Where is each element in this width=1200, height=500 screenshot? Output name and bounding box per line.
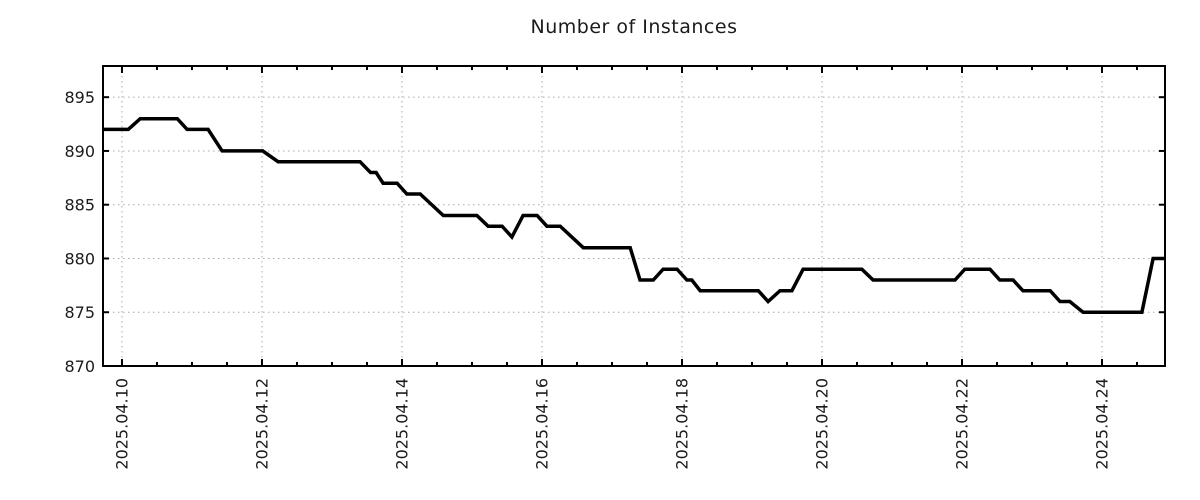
x-tick-label: 2025.04.20	[812, 378, 831, 470]
data-line-instances	[103, 116, 1165, 314]
y-tick-label: 870	[64, 357, 95, 376]
x-tick-label: 2025.04.24	[1092, 378, 1111, 470]
x-tick-label: 2025.04.10	[112, 378, 131, 470]
x-tick-label: 2025.04.12	[252, 378, 271, 470]
plot-border	[102, 65, 1166, 367]
x-tick-label: 2025.04.16	[532, 378, 551, 470]
x-tick-label: 2025.04.22	[952, 378, 971, 470]
x-tick-label: 2025.04.14	[392, 378, 411, 470]
chart-title: Number of Instances	[530, 16, 738, 38]
y-tick-label: 895	[64, 88, 95, 107]
y-tick-label: 880	[64, 249, 95, 268]
y-tick-label: 875	[64, 303, 95, 322]
y-tick-label: 890	[64, 142, 95, 161]
y-tick-label: 885	[64, 196, 95, 215]
x-tick-label: 2025.04.18	[672, 378, 691, 470]
